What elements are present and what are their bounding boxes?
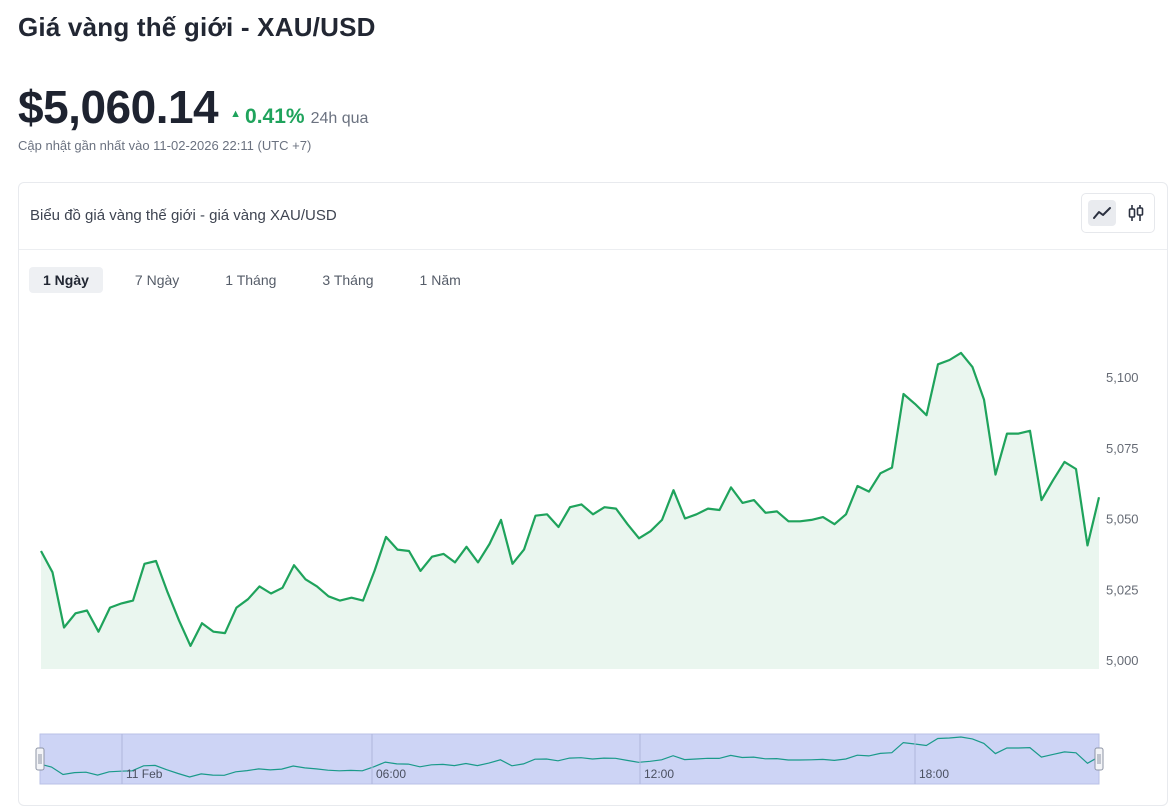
tab-1-year[interactable]: 1 Năm bbox=[419, 272, 461, 288]
tab-7-days[interactable]: 7 Ngày bbox=[134, 272, 180, 288]
tab-1-day[interactable]: 1 Ngày bbox=[29, 267, 103, 293]
price-summary: $5,060.14 ▲ 0.41% 24h qua bbox=[18, 80, 368, 134]
x-tick-label: 12:00 bbox=[644, 767, 674, 781]
up-arrow-icon: ▲ bbox=[230, 108, 242, 120]
x-tick-label: 18:00 bbox=[919, 767, 949, 781]
page-title: Giá vàng thế giới - XAU/USD bbox=[18, 12, 376, 42]
price-change-percent: 0.41% bbox=[245, 105, 305, 128]
current-price: $5,060.14 bbox=[18, 81, 219, 133]
candlestick-chart-button[interactable] bbox=[1122, 200, 1150, 226]
line-chart-icon bbox=[1093, 207, 1111, 219]
candlestick-icon bbox=[1128, 205, 1144, 221]
x-tick-label: 11 Feb bbox=[126, 767, 163, 781]
tab-3-months[interactable]: 3 Tháng bbox=[322, 272, 374, 288]
y-tick-label: 5,100 bbox=[1106, 370, 1139, 385]
y-tick-label: 5,025 bbox=[1106, 582, 1139, 597]
x-tick-label: 06:00 bbox=[376, 767, 406, 781]
chart-type-toggle bbox=[1081, 193, 1155, 233]
navigator-left-handle[interactable] bbox=[35, 747, 45, 771]
y-tick-label: 5,000 bbox=[1106, 653, 1139, 668]
chart-card: Biểu đồ giá vàng thế giới - giá vàng XAU… bbox=[18, 182, 1168, 806]
price-line bbox=[40, 351, 1101, 647]
chart-card-title: Biểu đồ giá vàng thế giới - giá vàng XAU… bbox=[30, 207, 337, 224]
line-chart-button[interactable] bbox=[1088, 200, 1116, 226]
tab-1-month[interactable]: 1 Tháng bbox=[225, 272, 277, 288]
navigator-series-line bbox=[39, 736, 1100, 778]
range-tabs: 1 Ngày 7 Ngày 1 Tháng 3 Tháng 1 Năm bbox=[29, 267, 493, 293]
y-tick-label: 5,075 bbox=[1106, 441, 1139, 456]
price-change-period: 24h qua bbox=[310, 110, 369, 127]
y-tick-label: 5,050 bbox=[1106, 512, 1139, 527]
navigator-right-handle[interactable] bbox=[1094, 747, 1104, 771]
card-divider bbox=[19, 249, 1167, 250]
price-area-fill bbox=[41, 352, 1099, 669]
last-updated-text: Cập nhật gần nhất vào 11-02-2026 22:11 (… bbox=[18, 138, 312, 153]
